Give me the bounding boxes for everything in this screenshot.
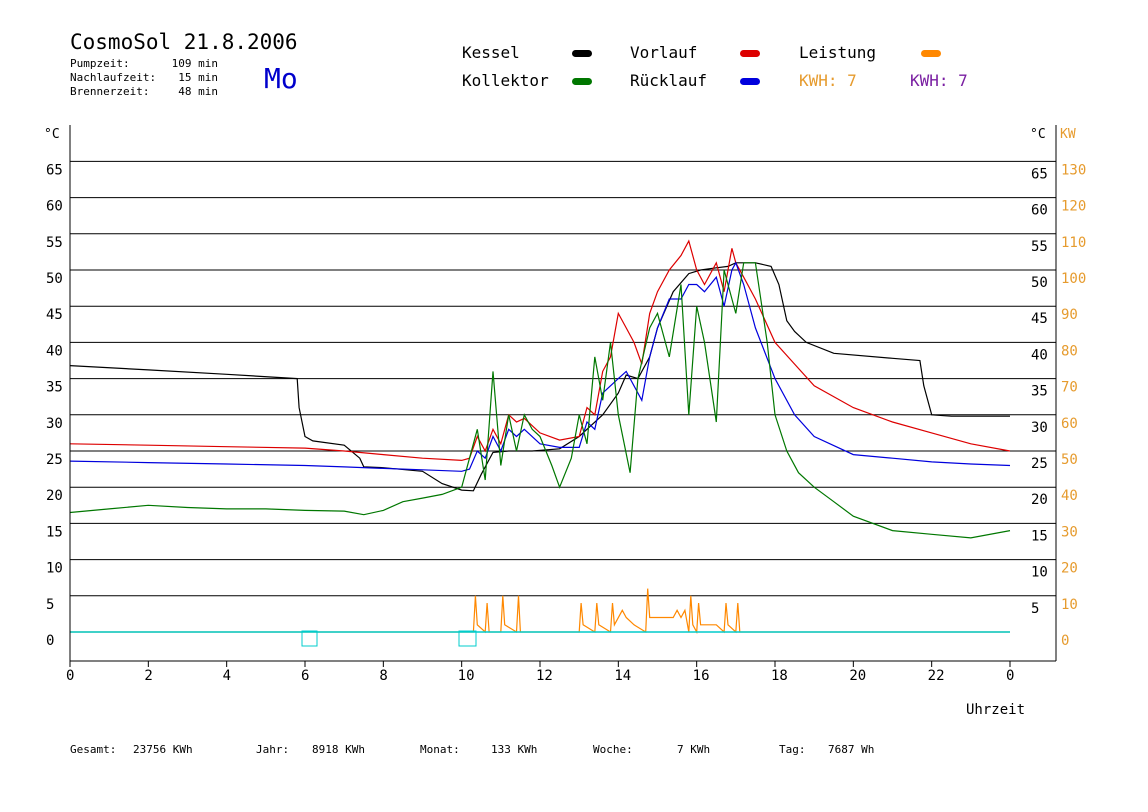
y-tick-right-temp: 10 [1031, 565, 1048, 581]
info-value-nachlaufzeit: 15 min [178, 71, 218, 84]
footer-tag-value: 7687 Wh [828, 743, 875, 756]
y-tick-left: 40 [46, 343, 63, 359]
y-tick-right-kw: 120 [1061, 199, 1086, 215]
y-tick-left: 20 [46, 488, 63, 504]
info-label-nachlaufzeit: Nachlaufzeit: [70, 71, 157, 84]
y-tick-right-temp: 25 [1031, 456, 1048, 472]
legend-kessel-swatch [572, 50, 592, 57]
y-tick-right-kw: 80 [1061, 343, 1078, 359]
x-tick-label: 16 [693, 668, 710, 684]
y-tick-right-temp: 20 [1031, 492, 1048, 508]
legend-kollektor-swatch [572, 78, 592, 85]
grid-lines [70, 160, 1056, 597]
y-tick-right-kw: 40 [1061, 488, 1078, 504]
y-tick-left: 60 [46, 199, 63, 215]
y-tick-right-kw: 0 [1061, 633, 1069, 649]
footer-woche-label: Woche: [593, 743, 633, 756]
legend-ruecklauf-label: Rücklauf [630, 71, 708, 90]
y-tick-right-kw: 10 [1061, 597, 1078, 613]
y-tick-right-kw: 30 [1061, 524, 1078, 540]
y-tick-left: 10 [46, 561, 63, 577]
footer-monat-label: Monat: [420, 743, 460, 756]
y-tick-right-temp: 40 [1031, 347, 1048, 363]
y-tick-right-kw: 100 [1061, 271, 1086, 287]
x-tick-label: 8 [379, 668, 387, 684]
series-kessel [69, 262, 1010, 492]
x-tick-label: 12 [536, 668, 553, 684]
y-tick-right-kw: 110 [1061, 235, 1086, 251]
x-tick-label: 10 [458, 668, 475, 684]
series-ruecklauf [69, 261, 1011, 472]
y-tick-left: 5 [46, 597, 54, 613]
y-tick-left: 35 [46, 380, 63, 396]
y-tick-left: 30 [46, 416, 63, 432]
series-lines [69, 239, 1011, 635]
y-tick-right-kw: 90 [1061, 307, 1078, 323]
legend-leistung-swatch [921, 50, 941, 57]
marker-square-2 [458, 630, 477, 647]
left-axis-unit: °C [44, 127, 60, 142]
series-kollektor [69, 262, 1011, 539]
footer-monat-value: 133 KWh [491, 743, 538, 756]
legend-vorlauf-label: Vorlauf [630, 43, 698, 62]
y-tick-right-temp: 60 [1031, 203, 1048, 219]
y-tick-right-kw: 50 [1061, 452, 1078, 468]
legend-vorlauf-swatch [740, 50, 760, 57]
y-tick-right-kw: 130 [1061, 162, 1086, 178]
footer-tag-label: Tag: [779, 743, 806, 756]
y-tick-left: 0 [46, 633, 54, 649]
y-tick-left: 25 [46, 452, 63, 468]
legend-kwh-orange: KWH: 7 [799, 71, 857, 90]
y-tick-left: 45 [46, 307, 63, 323]
x-tick-label: 20 [849, 668, 866, 684]
info-value-brennerzeit: 48 min [178, 85, 218, 98]
axis-ticks: 0510152025303540455055606551015202530354… [46, 162, 1086, 684]
info-label-pumpzeit: Pumpzeit: [70, 57, 130, 70]
y-tick-right-temp: 15 [1031, 528, 1048, 544]
x-axis-label: Uhrzeit [966, 702, 1025, 718]
series-leistung [70, 588, 1010, 635]
y-tick-right-kw: 60 [1061, 416, 1078, 432]
info-label-brennerzeit: Brennerzeit: [70, 85, 150, 98]
y-tick-right-kw: 70 [1061, 380, 1078, 396]
legend-leistung-label: Leistung [799, 43, 877, 62]
legend-kessel-label: Kessel [462, 43, 520, 62]
y-tick-right-temp: 55 [1031, 239, 1048, 255]
y-tick-left: 55 [46, 235, 63, 251]
y-tick-right-kw: 20 [1061, 561, 1078, 577]
right-axis-unit-temp: °C [1030, 127, 1046, 142]
weekday-label: Mo [264, 62, 298, 95]
x-tick-label: 22 [928, 668, 945, 684]
marker-square-1 [301, 630, 318, 647]
footer-gesamt-label: Gesamt: [70, 743, 117, 756]
right-axis-unit-kw: KW [1060, 127, 1076, 142]
y-tick-right-temp: 35 [1031, 384, 1048, 400]
x-tick-label: 0 [1006, 668, 1014, 684]
x-tick-label: 2 [144, 668, 152, 684]
y-tick-left: 15 [46, 524, 63, 540]
footer-gesamt-value: 23756 KWh [133, 743, 193, 756]
y-tick-left: 50 [46, 271, 63, 287]
x-tick-label: 14 [614, 668, 631, 684]
y-tick-right-temp: 5 [1031, 601, 1039, 617]
y-tick-right-temp: 30 [1031, 420, 1048, 436]
x-tick-label: 0 [66, 668, 74, 684]
legend-ruecklauf-swatch [740, 78, 760, 85]
footer-woche-value: 7 KWh [677, 743, 711, 756]
footer-jahr-label: Jahr: [256, 743, 290, 756]
x-tick-label: 18 [771, 668, 788, 684]
info-value-pumpzeit: 109 min [171, 57, 218, 70]
legend-kollektor-label: Kollektor [462, 71, 549, 90]
y-tick-left: 65 [46, 162, 63, 178]
series-vorlauf [69, 239, 1011, 462]
y-tick-right-temp: 50 [1031, 275, 1048, 291]
chart-title: CosmoSol 21.8.2006 [70, 30, 298, 54]
x-tick-label: 4 [223, 668, 231, 684]
y-tick-right-temp: 45 [1031, 311, 1048, 327]
y-tick-right-temp: 65 [1031, 166, 1048, 182]
legend-kwh-purple: KWH: 7 [910, 71, 968, 90]
footer-jahr-value: 8918 KWh [312, 743, 365, 756]
x-tick-label: 6 [301, 668, 309, 684]
